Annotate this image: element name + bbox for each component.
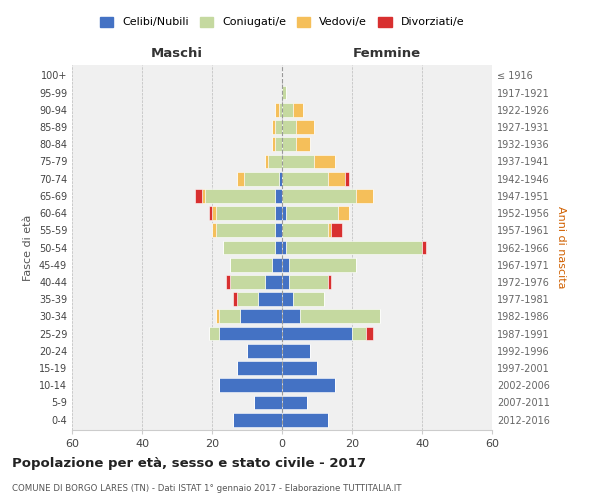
Bar <box>215 206 275 220</box>
Bar <box>271 258 282 272</box>
Bar <box>271 138 275 151</box>
Bar <box>282 378 335 392</box>
Bar <box>282 344 310 358</box>
Bar <box>296 138 310 151</box>
Bar <box>275 224 282 237</box>
Bar <box>275 240 282 254</box>
Bar <box>244 172 278 185</box>
Bar <box>314 154 335 168</box>
Bar <box>282 396 307 409</box>
Bar <box>282 120 296 134</box>
Bar <box>257 292 282 306</box>
Bar <box>282 86 286 100</box>
Bar <box>278 103 282 117</box>
Text: COMUNE DI BORGO LARES (TN) - Dati ISTAT 1° gennaio 2017 - Elaborazione TUTTITALI: COMUNE DI BORGO LARES (TN) - Dati ISTAT … <box>12 484 401 493</box>
Bar <box>275 206 282 220</box>
Bar <box>247 344 282 358</box>
Bar <box>289 275 328 289</box>
Bar <box>282 310 299 324</box>
Bar <box>209 206 212 220</box>
Bar <box>352 326 366 340</box>
Bar <box>328 172 345 185</box>
Bar <box>278 172 282 185</box>
Bar <box>286 206 338 220</box>
Bar <box>282 240 286 254</box>
Bar <box>275 138 282 151</box>
Bar <box>282 326 352 340</box>
Bar <box>240 310 282 324</box>
Bar <box>265 154 268 168</box>
Bar <box>282 154 314 168</box>
Bar <box>275 189 282 202</box>
Y-axis label: Anni di nascita: Anni di nascita <box>556 206 566 289</box>
Bar <box>299 310 380 324</box>
Bar <box>268 154 282 168</box>
Y-axis label: Fasce di età: Fasce di età <box>23 214 33 280</box>
Bar <box>293 292 324 306</box>
Bar <box>226 275 229 289</box>
Bar <box>205 189 275 202</box>
Bar <box>212 206 215 220</box>
Bar <box>345 172 349 185</box>
Bar <box>282 206 286 220</box>
Bar <box>209 326 219 340</box>
Bar <box>223 240 275 254</box>
Bar <box>219 326 282 340</box>
Bar <box>215 310 219 324</box>
Bar <box>422 240 425 254</box>
Bar <box>229 275 265 289</box>
Legend: Celibi/Nubili, Coniugati/e, Vedovi/e, Divorziati/e: Celibi/Nubili, Coniugati/e, Vedovi/e, Di… <box>95 12 469 32</box>
Bar <box>229 258 271 272</box>
Bar <box>282 413 328 426</box>
Bar <box>282 292 293 306</box>
Bar <box>275 103 278 117</box>
Text: Maschi: Maschi <box>151 47 203 60</box>
Bar <box>355 189 373 202</box>
Text: Femmine: Femmine <box>353 47 421 60</box>
Bar <box>194 189 202 202</box>
Bar <box>236 172 244 185</box>
Bar <box>282 361 317 375</box>
Bar <box>265 275 282 289</box>
Bar <box>366 326 373 340</box>
Text: Popolazione per età, sesso e stato civile - 2017: Popolazione per età, sesso e stato civil… <box>12 458 366 470</box>
Bar <box>328 224 331 237</box>
Bar <box>202 189 205 202</box>
Bar <box>282 103 293 117</box>
Bar <box>331 224 341 237</box>
Bar <box>282 224 328 237</box>
Bar <box>282 258 289 272</box>
Bar <box>282 275 289 289</box>
Bar <box>289 258 355 272</box>
Bar <box>219 378 282 392</box>
Bar <box>328 275 331 289</box>
Bar <box>296 120 314 134</box>
Bar <box>282 189 355 202</box>
Bar <box>293 103 303 117</box>
Bar <box>338 206 349 220</box>
Bar <box>286 240 422 254</box>
Bar <box>236 292 257 306</box>
Bar <box>254 396 282 409</box>
Bar <box>236 361 282 375</box>
Bar <box>233 292 236 306</box>
Bar <box>212 224 215 237</box>
Bar <box>233 413 282 426</box>
Bar <box>215 224 275 237</box>
Bar <box>271 120 275 134</box>
Bar <box>282 138 296 151</box>
Bar <box>219 310 240 324</box>
Bar <box>282 172 328 185</box>
Bar <box>275 120 282 134</box>
